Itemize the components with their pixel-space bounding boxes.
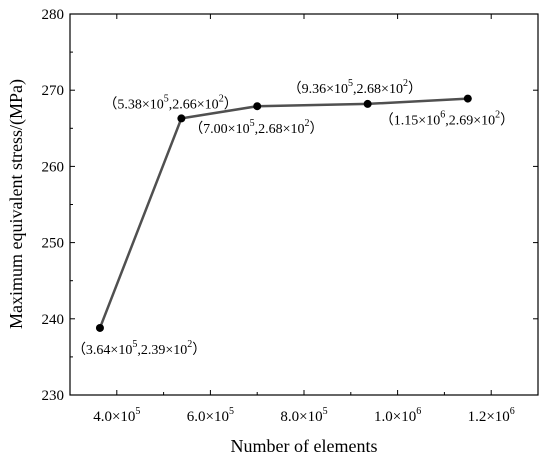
y-axis-title: Maximum equivalent stress/(MPa): [6, 79, 27, 329]
y-tick-label: 250: [42, 236, 65, 252]
y-tick-label: 260: [42, 159, 65, 175]
x-tick-label: 8.0×105: [280, 406, 327, 425]
x-axis-title: Number of elements: [231, 436, 378, 456]
y-tick-label: 280: [42, 7, 65, 23]
y-axis-ticks: 230 240 250 260 270 280: [42, 7, 538, 404]
data-point: [363, 99, 372, 108]
point-label: （9.36×105,2.68×102）: [288, 78, 422, 97]
data-point: [95, 323, 104, 332]
data-point: [177, 114, 186, 123]
point-label: （1.15×106,2.69×102）: [380, 110, 514, 129]
point-label: （7.00×105,2.68×102）: [189, 118, 323, 137]
x-tick-label: 4.0×105: [93, 406, 140, 425]
y-tick-label: 240: [42, 312, 65, 328]
plot-frame: [69, 13, 539, 396]
y-tick-label: 230: [42, 388, 65, 404]
x-axis-ticks: 4.0×105 6.0×105 8.0×105 1.0×106 1.2×106: [69, 14, 539, 425]
annotation-layer: （3.64×105,2.39×102） （5.38×105,2.66×102） （7…: [72, 78, 514, 358]
x-tick-label: 1.0×106: [374, 406, 421, 425]
x-tick-label: 1.2×106: [468, 406, 515, 425]
series-layer: [95, 94, 472, 332]
y-tick-label: 270: [42, 83, 65, 99]
x-tick-label: 6.0×105: [187, 406, 234, 425]
point-label: （5.38×105,2.66×102）: [103, 93, 237, 112]
data-point: [463, 94, 472, 103]
data-point: [253, 102, 262, 111]
point-label: （3.64×105,2.39×102）: [72, 339, 206, 358]
